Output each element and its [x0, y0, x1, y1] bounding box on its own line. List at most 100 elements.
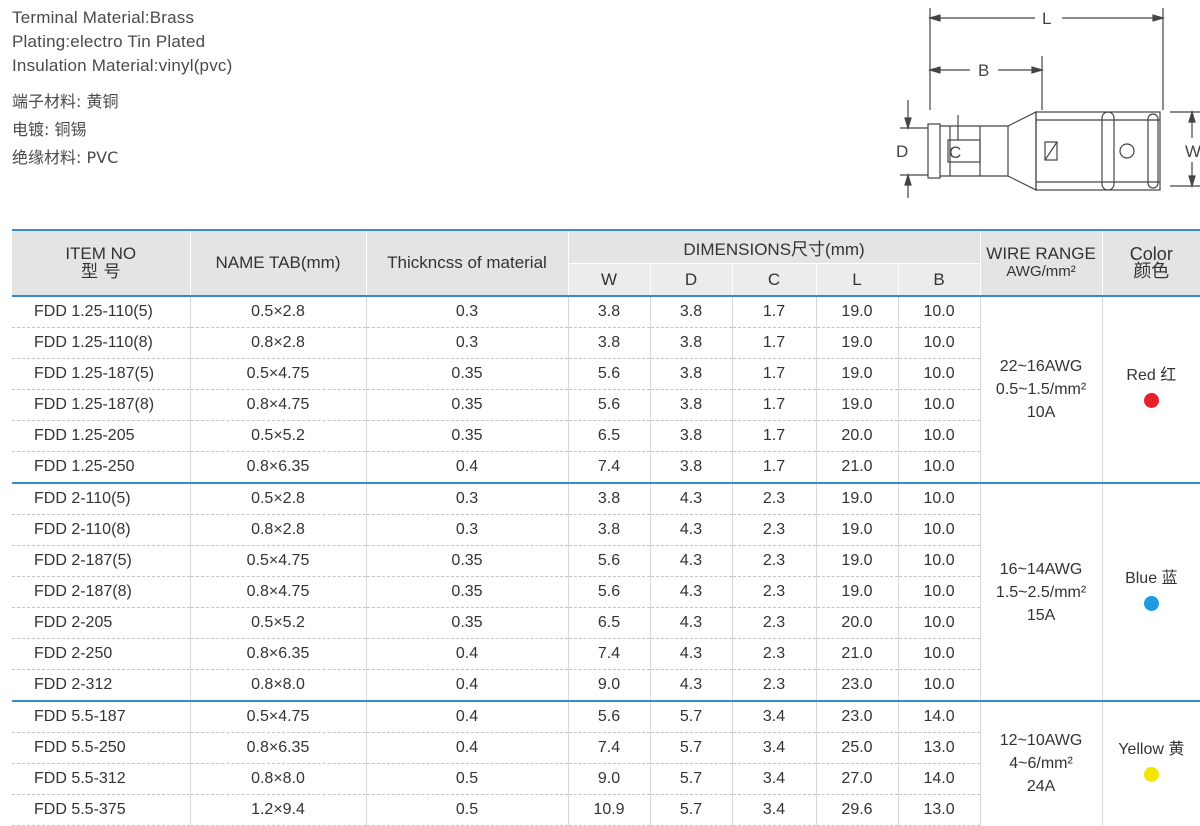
cell-dim-l: 29.6 [815, 794, 898, 826]
cell-dim-c: 3.4 [731, 701, 816, 733]
table-row: FDD 5.5-375 1.2×9.4 0.5 10.9 5.7 3.4 29.6 13.0 [12, 794, 1200, 826]
cell-dim-b: 10.0 [897, 483, 981, 515]
header-item-no-cn: 型 号 [81, 262, 121, 282]
cell-dim-d: 4.3 [649, 514, 732, 546]
wire-range-mm2: 0.5~1.5/mm² [995, 381, 1087, 398]
cell-dim-b: 10.0 [897, 389, 981, 421]
insulation-material-line: Insulation Material:vinyl(pvc) [12, 56, 233, 75]
cell-thickness: 0.4 [365, 638, 568, 670]
cell-dim-d: 3.8 [649, 327, 732, 359]
header-l: L [815, 263, 898, 297]
table-row: FDD 2-110(8) 0.8×2.8 0.3 3.8 4.3 2.3 19.0 10.0 [12, 514, 1200, 546]
header-color-cn: 颜色 [1133, 261, 1170, 282]
cell-item-no: FDD 1.25-187(5) [12, 358, 190, 390]
cell-dim-w: 6.5 [567, 420, 650, 452]
cell-dim-l: 21.0 [815, 451, 898, 484]
header-d: D [649, 263, 732, 297]
plating-line-cn: 电镀: 铜锡 [12, 120, 87, 139]
diagram-label-l: L [1042, 9, 1051, 28]
table-row: FDD 5.5-250 0.8×6.35 0.4 7.4 5.7 3.4 25.0 13.0 [12, 732, 1200, 764]
table-row: FDD 2-205 0.5×5.2 0.35 6.5 4.3 2.3 20.0 10.0 [12, 607, 1200, 639]
wire-range-awg: 16~14AWG [999, 560, 1083, 578]
cell-dim-l: 27.0 [815, 763, 898, 795]
wire-range-amp: 10A [1026, 404, 1056, 421]
header-wire-range-line2: AWG/mm² [1006, 263, 1076, 280]
cell-name-tab: 0.8×2.8 [189, 327, 366, 359]
header-item-no: ITEM NO 型 号 [12, 229, 190, 297]
cell-dim-l: 23.0 [815, 669, 898, 702]
cell-thickness: 0.4 [365, 669, 568, 702]
header-name-tab: NAME TAB(mm) [189, 229, 366, 297]
cell-thickness: 0.3 [365, 296, 568, 328]
cell-thickness: 0.5 [365, 794, 568, 826]
table-row: FDD 2-187(8) 0.8×4.75 0.35 5.6 4.3 2.3 19.0 10.… [12, 576, 1200, 608]
cell-item-no: FDD 1.25-250 [12, 451, 190, 484]
header-item-no-en: ITEM NO [65, 244, 137, 263]
color-swatch [1143, 393, 1159, 408]
cell-thickness: 0.5 [365, 763, 568, 795]
cell-dim-w: 5.6 [567, 701, 650, 733]
table-row: FDD 1.25-205 0.5×5.2 0.35 6.5 3.8 1.7 20.0 10.0 [12, 420, 1200, 452]
cell-name-tab: 0.5×4.75 [189, 701, 366, 733]
cell-dim-d: 5.7 [649, 732, 732, 764]
terminal-material-line: Terminal Material:Brass [12, 8, 195, 27]
cell-dim-l: 21.0 [815, 638, 898, 670]
cell-name-tab: 0.5×2.8 [189, 296, 366, 328]
cell-dim-w: 3.8 [567, 327, 650, 359]
cell-dim-d: 4.3 [649, 669, 732, 702]
cell-dim-c: 3.4 [731, 763, 816, 795]
diagram-label-w: W [1185, 142, 1200, 161]
cell-name-tab: 0.8×4.75 [189, 389, 366, 421]
cell-dim-c: 2.3 [731, 607, 816, 639]
color-cell: Blue 蓝 [1101, 483, 1200, 702]
cell-name-tab: 0.8×6.35 [189, 732, 366, 764]
cell-dim-w: 7.4 [567, 451, 650, 484]
cell-thickness: 0.35 [365, 607, 568, 639]
cell-dim-w: 3.8 [567, 483, 650, 515]
cell-thickness: 0.35 [365, 420, 568, 452]
wire-range-mm2: 1.5~2.5/mm² [995, 583, 1087, 601]
header-wire-range: WIRE RANGE AWG/mm² [979, 229, 1103, 297]
cell-dim-l: 19.0 [815, 389, 898, 421]
cell-thickness: 0.3 [365, 483, 568, 515]
cell-dim-l: 19.0 [815, 327, 898, 359]
cell-dim-c: 2.3 [731, 545, 816, 577]
cell-dim-w: 3.8 [567, 514, 650, 546]
header-thickness: Thickncss of material [365, 229, 568, 297]
cell-dim-l: 20.0 [815, 607, 898, 639]
cell-item-no: FDD 5.5-312 [12, 763, 190, 795]
cell-dim-d: 4.3 [649, 607, 732, 639]
header-dimensions: DIMENSIONS尺寸(mm) [567, 229, 981, 264]
cell-thickness: 0.3 [365, 514, 568, 546]
cell-dim-l: 19.0 [815, 358, 898, 390]
cell-thickness: 0.4 [365, 732, 568, 764]
cell-dim-l: 20.0 [815, 420, 898, 452]
cell-dim-l: 23.0 [815, 701, 898, 733]
cell-dim-c: 3.4 [731, 732, 816, 764]
table-row: FDD 2-250 0.8×6.35 0.4 7.4 4.3 2.3 21.0 10.0 [12, 638, 1200, 670]
cell-item-no: FDD 2-187(5) [12, 545, 190, 577]
cell-dim-d: 4.3 [649, 638, 732, 670]
terminal-dimension-diagram: L B D C W [896, 8, 1200, 198]
header-b: B [897, 263, 981, 297]
cell-thickness: 0.3 [365, 327, 568, 359]
cell-dim-c: 1.7 [731, 358, 816, 390]
cell-dim-b: 10.0 [897, 669, 981, 702]
header-w: W [567, 263, 650, 297]
cell-dim-d: 3.8 [649, 358, 732, 390]
cell-dim-w: 5.6 [567, 358, 650, 390]
cell-dim-d: 5.7 [649, 794, 732, 826]
table-row: FDD 1.25-187(5) 0.5×4.75 0.35 5.6 3.8 1.7 19.0… [12, 358, 1200, 390]
cell-dim-w: 3.8 [567, 296, 650, 328]
cell-name-tab: 0.5×5.2 [189, 607, 366, 639]
cell-thickness: 0.35 [365, 389, 568, 421]
cell-item-no: FDD 2-312 [12, 669, 190, 702]
cell-dim-w: 5.6 [567, 545, 650, 577]
cell-item-no: FDD 1.25-205 [12, 420, 190, 452]
cell-dim-d: 4.3 [649, 545, 732, 577]
cell-dim-d: 3.8 [649, 296, 732, 328]
cell-item-no: FDD 5.5-250 [12, 732, 190, 764]
table-row: FDD 5.5-187 0.5×4.75 0.4 5.6 5.7 3.4 23.0 14.0 1… [12, 701, 1200, 826]
color-swatch [1143, 595, 1159, 611]
plating-line: Plating:electro Tin Plated [12, 32, 206, 51]
